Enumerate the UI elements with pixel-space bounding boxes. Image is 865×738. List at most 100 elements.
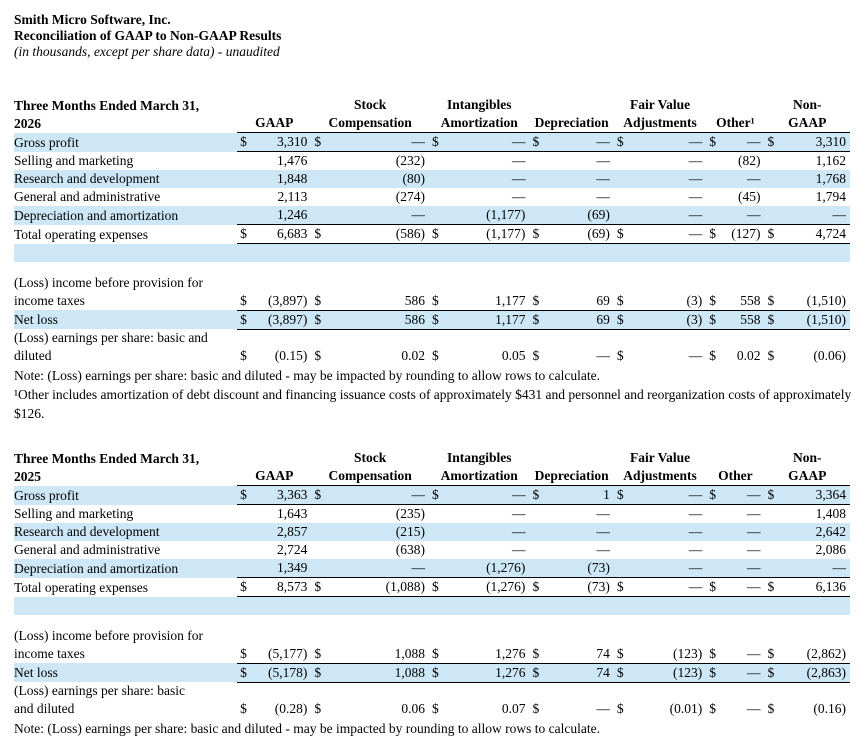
cell-value: $ (1,276) — [428, 577, 530, 597]
value-text: (1,088) — [385, 579, 425, 594]
spacer-row — [14, 243, 850, 263]
value-text: 69 — [596, 311, 610, 327]
value-text: (2,862) — [806, 645, 846, 661]
value-text: (586) — [395, 226, 425, 241]
dollar-sign: $ — [240, 348, 247, 363]
table-header-row: Three Months Ended March 31, 2025 GAAP Sto… — [14, 449, 850, 486]
cell-value: $ (1,510) — [764, 274, 850, 311]
cell-value: — — [706, 206, 765, 225]
dollar-sign: $ — [532, 701, 540, 716]
value-text: (45) — [738, 189, 761, 204]
cell-value: $ (0.15) — [237, 329, 311, 365]
row-label: Total operating expenses — [14, 579, 149, 595]
cell-value: 1,408 — [765, 505, 850, 524]
column-header: Non- GAAP — [764, 96, 850, 133]
value-text: 0.02 — [736, 348, 761, 363]
table-row: General and administrative 2,113 (274) — — — (… — [14, 188, 850, 206]
value-text: (215) — [395, 524, 425, 539]
cell-value: $69 — [529, 274, 614, 311]
dollar-sign: $ — [767, 292, 775, 308]
table-row: Gross profit $3,363 $ — $ — $1 $ — $ — $3,364 — [14, 485, 850, 505]
value-text: — — [688, 153, 703, 168]
dollar-sign: $ — [240, 226, 247, 241]
cell-value: $0.06 — [311, 682, 429, 718]
cell-value: $ (127) — [706, 224, 765, 244]
dollar-sign: $ — [616, 664, 624, 680]
cell-value: $0.02 — [706, 329, 764, 365]
cell-value: 2,086 — [765, 541, 850, 559]
table-row: Total operating expenses $6,683 $ (586) $ (1,… — [14, 224, 850, 244]
value-text: (232) — [395, 153, 425, 168]
dollar-sign: $ — [532, 226, 540, 241]
financial-table: Three Months Ended March 31, 2026 GAAP Sto… — [14, 96, 850, 365]
value-text: — — [688, 487, 703, 502]
cell-value: $ — — [706, 627, 765, 664]
value-text: — — [411, 207, 425, 222]
cell-value: — — [706, 541, 764, 559]
cell-value: $ (1,088) — [311, 577, 429, 597]
value-text: (69) — [587, 207, 610, 222]
column-header: Intangibles Amortization — [428, 449, 530, 486]
note-text: ¹Other includes amortization of debt dis… — [14, 387, 852, 421]
table-row: Net loss $ (5,178) $1,088 $1,276 $74 $ (123) $ — $… — [14, 663, 850, 683]
value-text: — — [688, 579, 703, 594]
value-text: — — [747, 506, 761, 521]
dollar-sign: $ — [314, 645, 322, 661]
report-title: Reconciliation of GAAP to Non-GAAP Resul… — [14, 28, 282, 43]
cell-value: (1,177) — [428, 206, 530, 225]
value-text: — — [511, 134, 526, 149]
cell-value: $1,276 — [428, 663, 530, 683]
cell-value: $ (2,863) — [764, 663, 850, 683]
row-label: Depreciation and amortization — [14, 560, 179, 576]
cell-value: $ — — [428, 132, 530, 152]
cell-value: — — [706, 559, 765, 578]
cell-value: $558 — [706, 274, 765, 311]
value-text: 3,364 — [815, 487, 846, 502]
table-row: (Loss) income before provision for incom… — [14, 274, 850, 311]
spacer-cell — [14, 244, 850, 263]
dollar-sign: $ — [431, 311, 439, 327]
dollar-sign: $ — [709, 134, 717, 149]
spacer-cell — [14, 262, 850, 274]
cell-value: $ (586) — [311, 224, 429, 244]
value-text: 0.02 — [401, 348, 425, 363]
value-text: — — [747, 664, 761, 680]
spacer-row — [14, 596, 850, 615]
cell-value: $0.02 — [311, 329, 429, 365]
value-text: 558 — [740, 311, 761, 327]
value-text: 0.06 — [401, 701, 425, 716]
row-label: Selling and marketing — [14, 506, 134, 521]
cell-value: — — [764, 206, 850, 225]
cell-value: (638) — [311, 541, 429, 559]
dollar-sign: $ — [314, 664, 322, 680]
value-text: — — [596, 153, 610, 168]
column-header: GAAP — [237, 96, 312, 133]
value-text: (274) — [395, 189, 425, 204]
row-label: Depreciation and amortization — [14, 207, 179, 223]
dollar-sign: $ — [240, 579, 247, 594]
cell-value: $0.07 — [429, 682, 529, 718]
dollar-sign: $ — [532, 348, 540, 363]
cell-value: — — [764, 559, 850, 578]
dollar-sign: $ — [240, 487, 247, 502]
cell-value: $3,310 — [764, 132, 850, 152]
table-row: Selling and marketing 1,476 (232) — — — (82) 1,… — [14, 152, 850, 171]
dollar-sign: $ — [709, 348, 717, 363]
row-label: General and administrative — [14, 189, 161, 204]
value-text: 6,136 — [815, 579, 846, 594]
value-text: (3) — [686, 311, 703, 327]
value-text: 2,086 — [815, 542, 846, 557]
table-row: General and administrative 2,724 (638) — — — —… — [14, 541, 850, 559]
value-text: — — [596, 171, 610, 186]
cell-value: $ (0.16) — [765, 682, 850, 718]
row-label: Research and development — [14, 171, 160, 186]
value-text: — — [747, 645, 761, 661]
dollar-sign: $ — [314, 292, 322, 308]
cell-value: $8,573 — [237, 577, 312, 597]
cell-value: $ (1,177) — [428, 224, 530, 244]
notes-block: Note: (Loss) earnings per share: basic a… — [14, 366, 852, 423]
cell-value: — — [429, 505, 529, 524]
cell-value: $1,088 — [311, 627, 429, 664]
cell-value: $ — — [529, 329, 613, 365]
row-label: (Loss) earnings per share: basic and dil… — [14, 683, 185, 716]
